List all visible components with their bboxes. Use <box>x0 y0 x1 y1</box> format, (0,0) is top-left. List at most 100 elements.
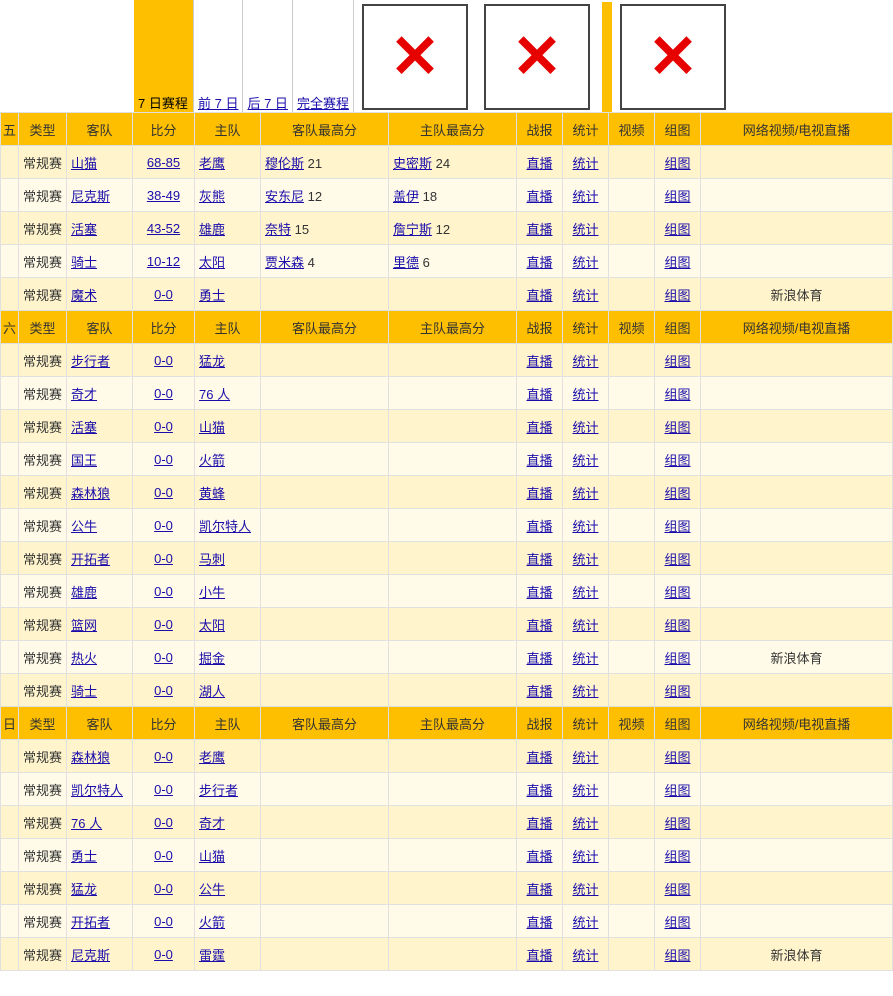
away-team-link[interactable]: 76 人 <box>71 816 102 831</box>
gallery-link[interactable]: 组图 <box>664 354 690 369</box>
away-team-link[interactable]: 开拓者 <box>71 552 110 567</box>
home-team-link[interactable]: 76 人 <box>199 387 230 402</box>
stats-link[interactable]: 统计 <box>572 849 598 864</box>
home-team-link[interactable]: 山猫 <box>199 420 225 435</box>
stats-link[interactable]: 统计 <box>572 387 598 402</box>
gallery-link[interactable]: 组图 <box>664 948 690 963</box>
home-team-link[interactable]: 灰熊 <box>199 189 225 204</box>
score-link[interactable]: 0-0 <box>154 848 173 863</box>
score-link[interactable]: 0-0 <box>154 617 173 632</box>
live-link[interactable]: 直播 <box>526 453 552 468</box>
stats-link[interactable]: 统计 <box>572 816 598 831</box>
away-team-link[interactable]: 国王 <box>71 453 97 468</box>
tab-7day[interactable]: 7 日赛程 <box>134 0 194 112</box>
gallery-link[interactable]: 组图 <box>664 222 690 237</box>
tab-prev7[interactable]: 前 7 日 <box>194 0 243 112</box>
gallery-link[interactable]: 组图 <box>664 915 690 930</box>
stats-link[interactable]: 统计 <box>572 651 598 666</box>
stats-link[interactable]: 统计 <box>572 453 598 468</box>
score-link[interactable]: 38-49 <box>147 188 180 203</box>
gallery-link[interactable]: 组图 <box>664 552 690 567</box>
home-team-link[interactable]: 雷霆 <box>199 948 225 963</box>
live-link[interactable]: 直播 <box>526 915 552 930</box>
away-team-link[interactable]: 勇士 <box>71 849 97 864</box>
live-link[interactable]: 直播 <box>526 783 552 798</box>
gallery-link[interactable]: 组图 <box>664 585 690 600</box>
home-team-link[interactable]: 凯尔特人 <box>199 519 251 534</box>
stats-link[interactable]: 统计 <box>572 222 598 237</box>
live-link[interactable]: 直播 <box>526 354 552 369</box>
away-team-link[interactable]: 公牛 <box>71 519 97 534</box>
gallery-link[interactable]: 组图 <box>664 816 690 831</box>
home-team-link[interactable]: 老鹰 <box>199 750 225 765</box>
away-team-link[interactable]: 猛龙 <box>71 882 97 897</box>
stats-link[interactable]: 统计 <box>572 486 598 501</box>
score-link[interactable]: 0-0 <box>154 947 173 962</box>
away-team-link[interactable]: 尼克斯 <box>71 948 110 963</box>
gallery-link[interactable]: 组图 <box>664 387 690 402</box>
tab-full[interactable]: 完全赛程 <box>293 0 354 112</box>
home-team-link[interactable]: 猛龙 <box>199 354 225 369</box>
home-team-link[interactable]: 老鹰 <box>199 156 225 171</box>
ad-box-1[interactable]: ✕ <box>362 4 468 110</box>
away-team-link[interactable]: 山猫 <box>71 156 97 171</box>
live-link[interactable]: 直播 <box>526 750 552 765</box>
gallery-link[interactable]: 组图 <box>664 189 690 204</box>
gallery-link[interactable]: 组图 <box>664 618 690 633</box>
live-link[interactable]: 直播 <box>526 189 552 204</box>
home-team-link[interactable]: 黄蜂 <box>199 486 225 501</box>
score-link[interactable]: 0-0 <box>154 452 173 467</box>
score-link[interactable]: 0-0 <box>154 287 173 302</box>
stats-link[interactable]: 统计 <box>572 948 598 963</box>
stats-link[interactable]: 统计 <box>572 189 598 204</box>
home-team-link[interactable]: 掘金 <box>199 651 225 666</box>
home-team-link[interactable]: 火箭 <box>199 915 225 930</box>
home-team-link[interactable]: 小牛 <box>199 585 225 600</box>
away-team-link[interactable]: 热火 <box>71 651 97 666</box>
stats-link[interactable]: 统计 <box>572 618 598 633</box>
stats-link[interactable]: 统计 <box>572 519 598 534</box>
score-link[interactable]: 0-0 <box>154 749 173 764</box>
stats-link[interactable]: 统计 <box>572 783 598 798</box>
home-team-link[interactable]: 火箭 <box>199 453 225 468</box>
score-link[interactable]: 0-0 <box>154 518 173 533</box>
away-team-link[interactable]: 魔术 <box>71 288 97 303</box>
away-team-link[interactable]: 森林狼 <box>71 486 110 501</box>
score-link[interactable]: 0-0 <box>154 584 173 599</box>
live-link[interactable]: 直播 <box>526 684 552 699</box>
home-team-link[interactable]: 奇才 <box>199 816 225 831</box>
live-link[interactable]: 直播 <box>526 519 552 534</box>
away-team-link[interactable]: 凯尔特人 <box>71 783 123 798</box>
score-link[interactable]: 0-0 <box>154 419 173 434</box>
score-link[interactable]: 0-0 <box>154 353 173 368</box>
score-link[interactable]: 10-12 <box>147 254 180 269</box>
stats-link[interactable]: 统计 <box>572 552 598 567</box>
live-link[interactable]: 直播 <box>526 387 552 402</box>
gallery-link[interactable]: 组图 <box>664 519 690 534</box>
score-link[interactable]: 0-0 <box>154 881 173 896</box>
away-team-link[interactable]: 步行者 <box>71 354 110 369</box>
away-team-link[interactable]: 骑士 <box>71 684 97 699</box>
score-link[interactable]: 0-0 <box>154 650 173 665</box>
away-team-link[interactable]: 骑士 <box>71 255 97 270</box>
gallery-link[interactable]: 组图 <box>664 156 690 171</box>
score-link[interactable]: 68-85 <box>147 155 180 170</box>
stats-link[interactable]: 统计 <box>572 255 598 270</box>
gallery-link[interactable]: 组图 <box>664 420 690 435</box>
gallery-link[interactable]: 组图 <box>664 288 690 303</box>
live-link[interactable]: 直播 <box>526 420 552 435</box>
gallery-link[interactable]: 组图 <box>664 783 690 798</box>
gallery-link[interactable]: 组图 <box>664 651 690 666</box>
stats-link[interactable]: 统计 <box>572 156 598 171</box>
live-link[interactable]: 直播 <box>526 288 552 303</box>
ad-box-3[interactable]: ✕ <box>620 4 726 110</box>
home-team-link[interactable]: 雄鹿 <box>199 222 225 237</box>
home-team-link[interactable]: 公牛 <box>199 882 225 897</box>
gallery-link[interactable]: 组图 <box>664 849 690 864</box>
live-link[interactable]: 直播 <box>526 618 552 633</box>
live-link[interactable]: 直播 <box>526 882 552 897</box>
gallery-link[interactable]: 组图 <box>664 255 690 270</box>
away-team-link[interactable]: 开拓者 <box>71 915 110 930</box>
home-team-link[interactable]: 湖人 <box>199 684 225 699</box>
stats-link[interactable]: 统计 <box>572 354 598 369</box>
